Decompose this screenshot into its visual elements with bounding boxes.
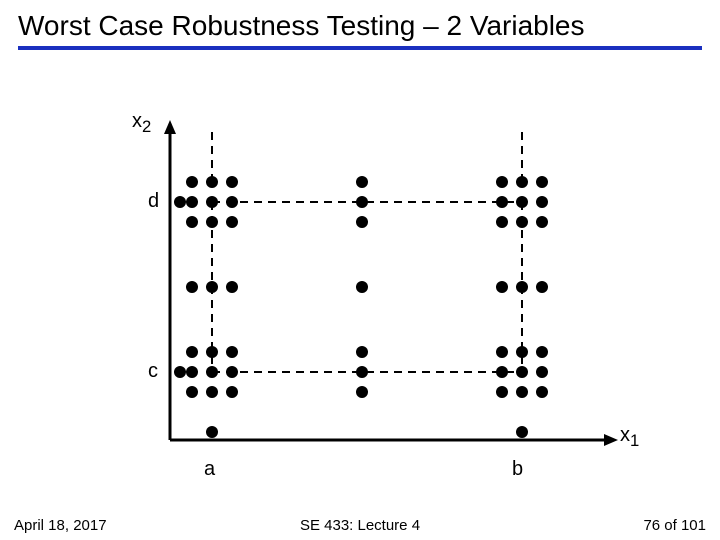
x-axis-label: x1 <box>620 424 639 451</box>
footer-page: 76 of 101 <box>643 517 706 534</box>
footer-date: April 18, 2017 <box>14 517 107 534</box>
tick-label-b: b <box>512 458 523 481</box>
y-axis-label: x2 <box>132 110 151 137</box>
page-title: Worst Case Robustness Testing – 2 Variab… <box>18 10 702 42</box>
tick-label-d: d <box>148 190 159 213</box>
footer-center: SE 433: Lecture 4 <box>300 517 420 534</box>
robustness-chart: x2 x1 d c a b <box>110 120 610 480</box>
tick-label-a: a <box>204 458 215 481</box>
title-rule <box>18 46 702 50</box>
tick-label-c: c <box>148 360 158 383</box>
